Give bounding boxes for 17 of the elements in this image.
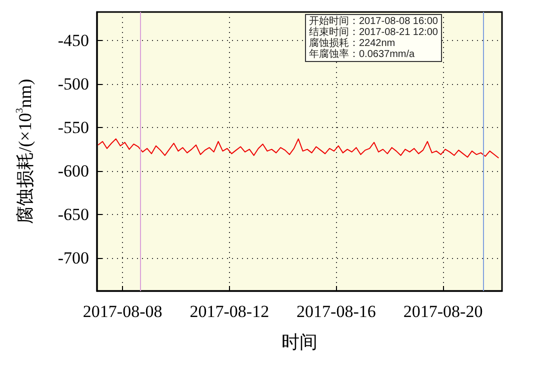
line-series [98,138,500,159]
y-axis-title: 腐蚀损耗/(×103nm) [14,78,35,224]
y-tick-label: -450 [58,31,89,50]
annotation: 腐蚀损耗：2242nm [309,38,396,49]
y-tick-label: -550 [58,118,89,138]
x-tick-label: 2017-08-20 [403,302,483,321]
x-axis-title: 时间 [282,332,318,352]
annotation: 结束时间：2017-08-21 12:00 [309,27,438,38]
annotation: 开始时间：2017-08-08 16:00 [309,16,438,27]
annotation: 年腐蚀率：0.0637mm/a [309,49,416,60]
x-tick-label: 2017-08-08 [82,302,162,321]
y-tick-label: -650 [58,205,89,224]
x-tick-label: 2017-08-16 [296,302,376,321]
x-tick-label: 2017-08-12 [190,302,270,321]
y-tick-label: -600 [58,162,89,181]
y-tick-label: -700 [58,248,89,268]
y-tick-label: -500 [58,74,89,94]
